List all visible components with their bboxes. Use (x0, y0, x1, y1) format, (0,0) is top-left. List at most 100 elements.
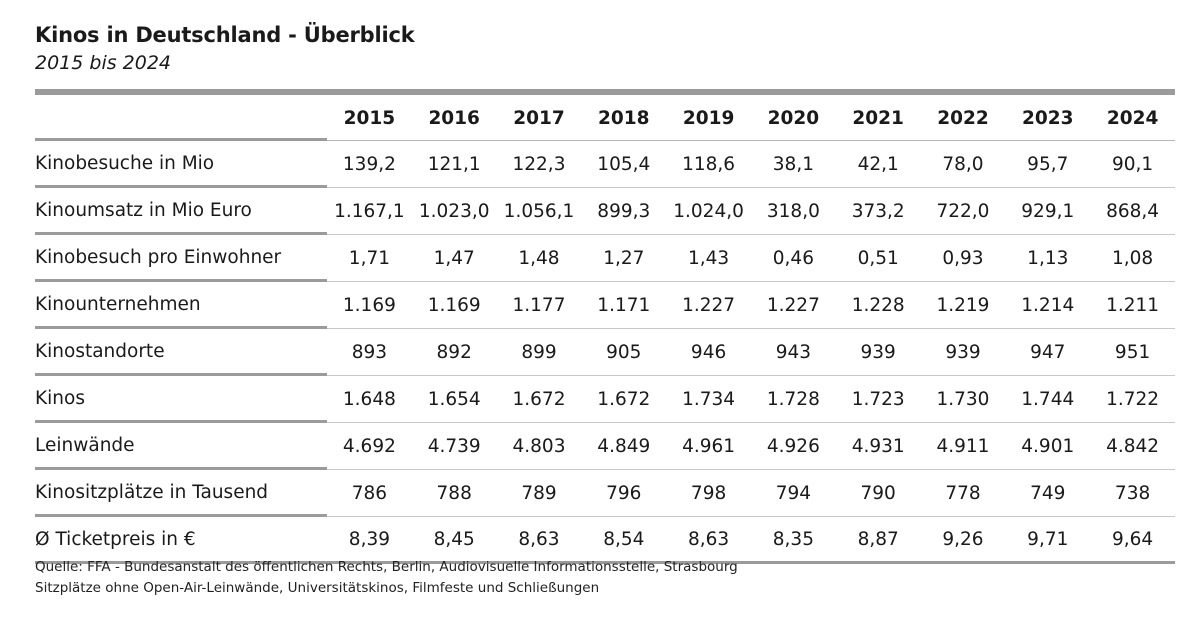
column-header-2017: 2017 (496, 97, 582, 141)
table-cell: 892 (411, 329, 497, 376)
table-cell: 1,08 (1090, 235, 1175, 282)
page-title: Kinos in Deutschland - Überblick (35, 23, 415, 47)
table-cell: 1.722 (1090, 376, 1175, 423)
table-cell: 738 (1090, 470, 1175, 517)
data-table: 2015 2016 2017 2018 2019 2020 2021 2022 2023 2024… (35, 97, 1175, 564)
table-row: Kinobesuch pro Einwohner 1,71 1,47 1,48 1,27… (35, 235, 1175, 282)
table-cell: 788 (411, 470, 497, 517)
table-row: Kinounternehmen 1.169 1.169 1.177 1.171 1.227… (35, 282, 1175, 329)
table-row: Kinoumsatz in Mio Euro 1.167,1 1.023,0 1.05… (35, 188, 1175, 235)
table-cell: 1,27 (581, 235, 667, 282)
table-body: Kinobesuche in Mio 139,2 121,1 122,3 105,4 11… (35, 141, 1175, 564)
table-cell: 939 (835, 329, 921, 376)
table-row: Kinostandorte 893 892 899 905 946 943 939 939 947… (35, 329, 1175, 376)
table-cell: 899,3 (581, 188, 667, 235)
table-cell: 796 (581, 470, 667, 517)
table-cell: 1,71 (327, 235, 412, 282)
table-cell: 1,47 (411, 235, 497, 282)
table-cell: 318,0 (750, 188, 836, 235)
column-header-2021: 2021 (835, 97, 921, 141)
table-row: Kinobesuche in Mio 139,2 121,1 122,3 105,4 11… (35, 141, 1175, 188)
table-cell: 778 (920, 470, 1006, 517)
row-label: Kinos (35, 376, 327, 423)
column-header-2022: 2022 (920, 97, 1006, 141)
table-row: Ø Ticketpreis in €8,39 8,45 8,63 8,54 8,63 8,… (35, 517, 1175, 564)
row-label: Kinoumsatz in Mio Euro (35, 188, 327, 235)
table-cell: 1.728 (750, 376, 836, 423)
table-cell: 8,63 (496, 517, 582, 564)
table-cell: 9,71 (1005, 517, 1091, 564)
table-cell: 1.744 (1005, 376, 1091, 423)
table-cell: 1.648 (327, 376, 412, 423)
column-header-2023: 2023 (1005, 97, 1091, 141)
table-cell: 4.926 (750, 423, 836, 470)
table-cell: 893 (327, 329, 412, 376)
table-cell: 0,46 (750, 235, 836, 282)
table-cell: 946 (666, 329, 751, 376)
row-label: Kinobesuche in Mio (35, 141, 327, 188)
table-row: Leinwände 4.692 4.739 4.803 4.849 4.961 4.926 4… (35, 423, 1175, 470)
table-cell: 1,13 (1005, 235, 1091, 282)
header-corner (35, 97, 327, 141)
table-cell: 8,87 (835, 517, 921, 564)
table-cell: 121,1 (411, 141, 497, 188)
table-cell: 90,1 (1090, 141, 1175, 188)
table-cell: 1.227 (666, 282, 751, 329)
column-header-2018: 2018 (581, 97, 667, 141)
table-cell: 1.024,0 (666, 188, 751, 235)
table-cell: 1.167,1 (327, 188, 412, 235)
row-label: Kinositzplätze in Tausend (35, 470, 327, 517)
table-cell: 868,4 (1090, 188, 1175, 235)
table-cell: 9,26 (920, 517, 1006, 564)
table-cell: 38,1 (750, 141, 836, 188)
table-cell: 790 (835, 470, 921, 517)
table-cell: 8,63 (666, 517, 751, 564)
table-cell: 9,64 (1090, 517, 1175, 564)
table-cell: 1,43 (666, 235, 751, 282)
row-label: Leinwände (35, 423, 327, 470)
column-header-2016: 2016 (411, 97, 497, 141)
table-cell: 1.177 (496, 282, 582, 329)
table-cell: 798 (666, 470, 751, 517)
table-cell: 4.803 (496, 423, 582, 470)
table-cell: 0,51 (835, 235, 921, 282)
table-cell: 749 (1005, 470, 1091, 517)
table-cell: 4.849 (581, 423, 667, 470)
table-cell: 139,2 (327, 141, 412, 188)
row-label: Kinounternehmen (35, 282, 327, 329)
table-cell: 78,0 (920, 141, 1006, 188)
table-cell: 4.842 (1090, 423, 1175, 470)
column-header-2019: 2019 (666, 97, 751, 141)
table-cell: 4.931 (835, 423, 921, 470)
table-cell: 1.169 (327, 282, 412, 329)
header-row: 2015 2016 2017 2018 2019 2020 2021 2022 2023 2024 (35, 97, 1175, 141)
row-label: Kinobesuch pro Einwohner (35, 235, 327, 282)
table-cell: 905 (581, 329, 667, 376)
column-header-2024: 2024 (1090, 97, 1175, 141)
column-header-2015: 2015 (327, 97, 412, 141)
source-note: Quelle: FFA - Bundesanstalt des öffentli… (35, 559, 738, 575)
table-cell: 1,48 (496, 235, 582, 282)
table-cell: 786 (327, 470, 412, 517)
table-cell: 789 (496, 470, 582, 517)
table-row: Kinos 1.648 1.654 1.672 1.672 1.734 1.728 1.723… (35, 376, 1175, 423)
table-cell: 947 (1005, 329, 1091, 376)
table-cell: 1.654 (411, 376, 497, 423)
table-cell: 1.211 (1090, 282, 1175, 329)
footnote: Sitzplätze ohne Open-Air-Leinwände, Univ… (35, 580, 600, 596)
table-cell: 1.228 (835, 282, 921, 329)
table-cell: 1.214 (1005, 282, 1091, 329)
table-cell: 0,93 (920, 235, 1006, 282)
top-rule (35, 89, 1175, 95)
table-cell: 1.730 (920, 376, 1006, 423)
page-subtitle: 2015 bis 2024 (35, 52, 172, 74)
table-cell: 4.739 (411, 423, 497, 470)
table-cell: 1.056,1 (496, 188, 582, 235)
table-cell: 4.901 (1005, 423, 1091, 470)
table-cell: 1.171 (581, 282, 667, 329)
table-cell: 943 (750, 329, 836, 376)
table-cell: 118,6 (666, 141, 751, 188)
table-cell: 8,35 (750, 517, 836, 564)
table-cell: 1.227 (750, 282, 836, 329)
table-cell: 8,54 (581, 517, 667, 564)
